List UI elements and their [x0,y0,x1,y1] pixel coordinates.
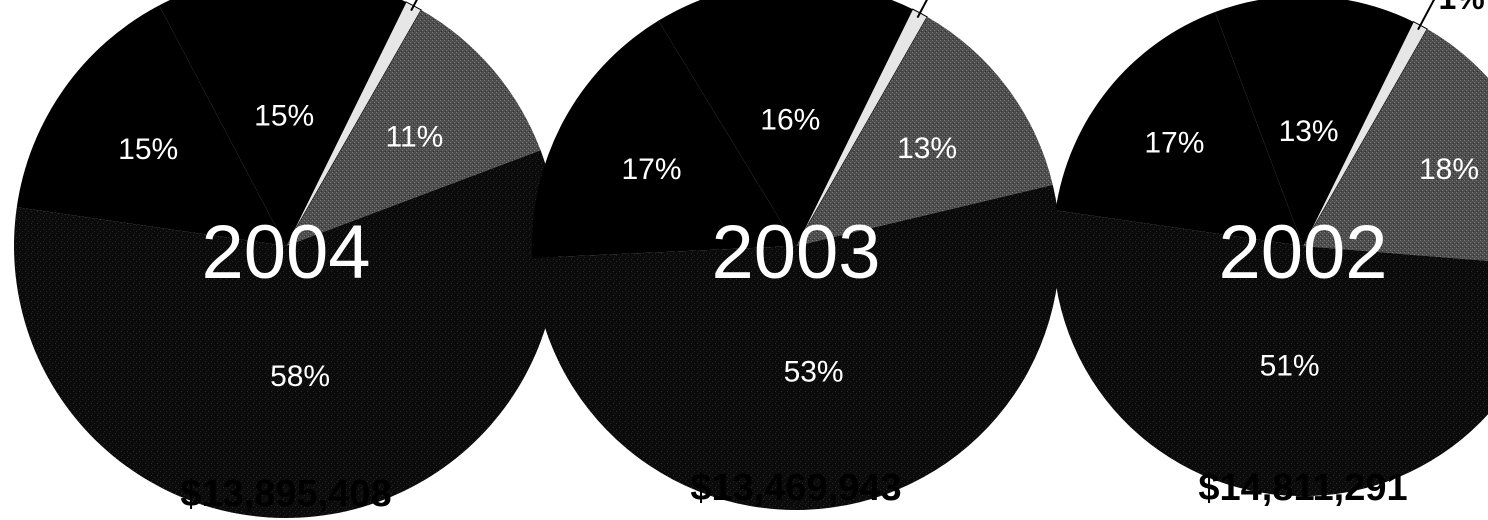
slice-label: 15% [254,100,314,133]
pie-slice [1053,210,1488,497]
pie-slice [658,0,913,246]
pie-slice [796,16,1053,246]
pie-slice [159,0,407,246]
slice-label: 53% [784,356,844,389]
total-amount: $14,811,291 [1198,467,1407,509]
pie-slice [532,184,1060,511]
year-label: 2002 [1218,210,1387,295]
year-label: 2004 [201,210,370,295]
slice-label: 13% [897,132,957,165]
total-amount: $13,469,943 [690,467,901,509]
slice-label: 1% [939,0,985,2]
year-label: 2003 [711,210,880,295]
slice-label: 13% [1279,115,1339,148]
slice-label: 18% [1419,153,1479,186]
pie-slice [531,20,796,258]
slice-label: 1% [1439,0,1485,16]
pie-slice [286,9,541,246]
leader-line [916,0,928,19]
leader-line [1417,0,1435,31]
slice-label: 17% [621,153,681,186]
slice-label: 17% [1144,127,1204,160]
pie-chart-2: 1% 18% 51% 17% 13% 2002 $14,811,291 [1053,0,1488,509]
slice-label: 51% [1260,349,1320,382]
pie-slice [1215,0,1414,246]
total-amount: $13,895,408 [180,473,391,515]
pie-slice [13,150,558,518]
slice-label: 16% [760,103,820,136]
pie-chart-1: 1% 13% 53% 17% 16% 2003 $13,469,943 [531,0,1060,511]
leader-line [410,0,418,12]
slice-label: 15% [118,133,178,166]
slice-label: 11% [385,121,443,154]
pie-slice [16,5,287,247]
pie-slice [1055,11,1303,246]
pie-slice [1303,29,1488,261]
slice-label: 58% [270,360,330,393]
pie-chart-0: 1%11%58%15%15%2004$13,895,408 [13,0,558,518]
